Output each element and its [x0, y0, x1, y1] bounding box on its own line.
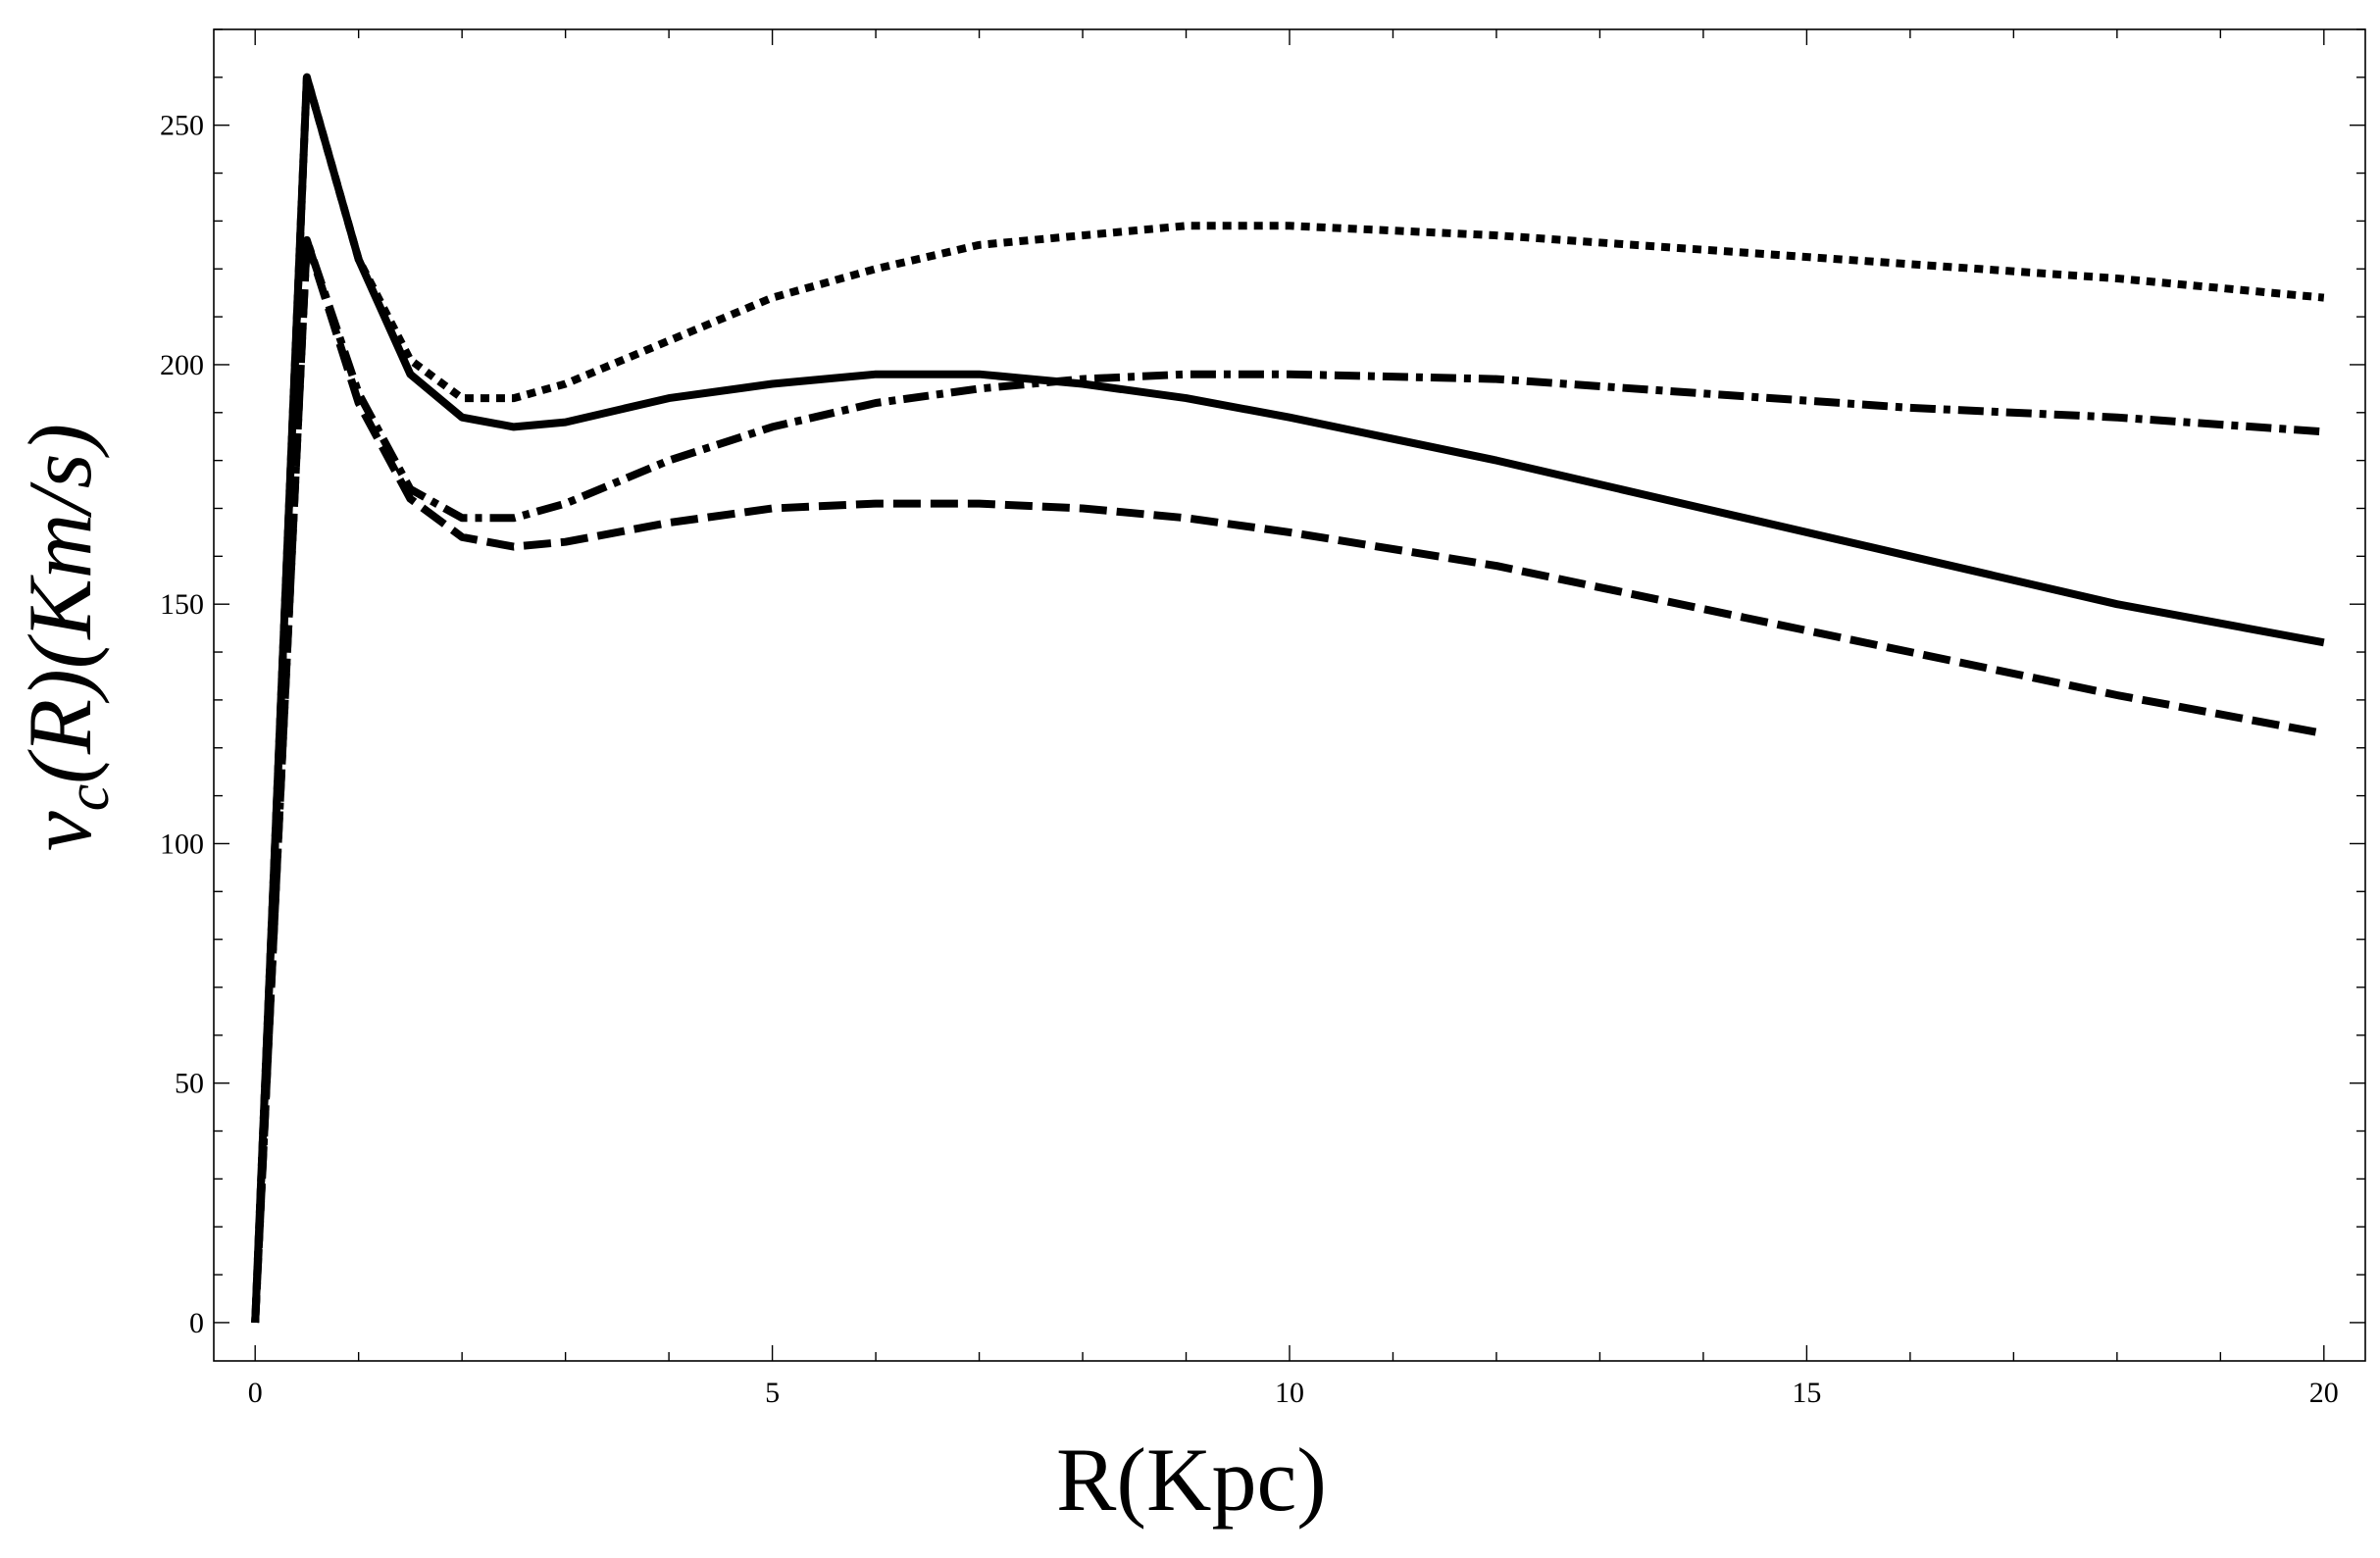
y-axis-title-subscript: c [55, 784, 122, 812]
x-tick-label: 20 [2309, 1377, 2339, 1409]
y-tick-label: 50 [175, 1068, 204, 1100]
y-axis-title-v: v [10, 811, 110, 851]
axis-ticks [214, 28, 2365, 1361]
y-tick-label: 250 [160, 110, 204, 142]
y-axis-title: vc(R)(Km/s) [10, 424, 122, 851]
y-axis-title-rest: (R)(Km/s) [10, 424, 110, 784]
x-tick-label: 15 [1792, 1377, 1821, 1409]
x-tick-label: 0 [248, 1377, 263, 1409]
y-tick-label: 100 [160, 828, 204, 860]
series-line-dashdot [251, 235, 2325, 1324]
series-line-dashed [251, 235, 2325, 1324]
x-tick-label: 10 [1275, 1377, 1304, 1409]
x-axis-title: R(Kpc) [1056, 1430, 1327, 1530]
series-line-solid [251, 73, 2325, 1324]
y-tick-label: 200 [160, 349, 204, 381]
plot-frame [213, 28, 2366, 1362]
x-tick-label: 5 [765, 1377, 780, 1409]
series-lines [251, 73, 2325, 1324]
y-tick-label: 0 [189, 1307, 204, 1339]
y-tick-label: 150 [160, 588, 204, 621]
